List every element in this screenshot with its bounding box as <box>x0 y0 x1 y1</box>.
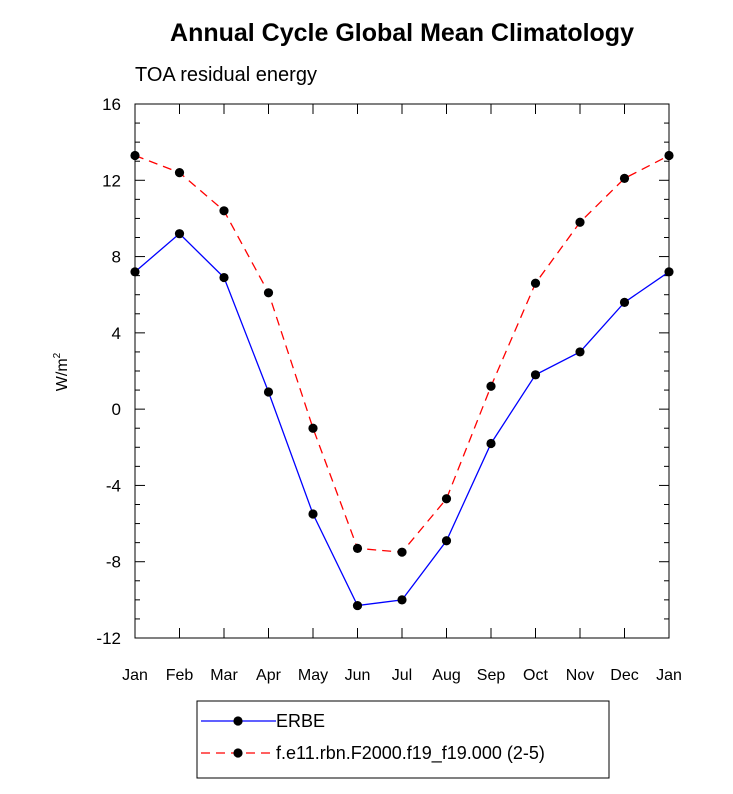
chart-title: Annual Cycle Global Mean Climatology <box>170 19 634 47</box>
x-tick-label: Jul <box>392 667 412 684</box>
legend: ERBE f.e11.rbn.F2000.f19_f19.000 (2-5) <box>196 700 610 779</box>
y-tick-label: 16 <box>102 95 121 114</box>
y-tick-label: 12 <box>102 171 121 190</box>
data-point-series-1 <box>441 494 452 504</box>
chart-subtitle: TOA residual energy <box>135 64 317 86</box>
data-point-series-1 <box>219 206 229 216</box>
plot-marks <box>130 150 674 611</box>
x-tick-label: Feb <box>166 667 194 684</box>
data-point-series-0 <box>575 347 585 357</box>
data-point-series-1 <box>308 423 318 433</box>
x-tick-label: Jan <box>656 667 682 684</box>
legend-box <box>196 700 610 779</box>
plot-frame <box>134 103 670 639</box>
y-tick-label: -4 <box>106 476 121 495</box>
data-point-series-0 <box>263 387 274 397</box>
x-tick-label: Mar <box>210 667 238 684</box>
y-tick-label: -8 <box>106 553 121 572</box>
data-point-series-1 <box>530 278 541 288</box>
data-point-series-0 <box>486 438 496 449</box>
data-point-series-1 <box>352 543 363 553</box>
x-tick-label: Apr <box>256 667 282 684</box>
data-point-series-0 <box>441 536 452 546</box>
x-tick-label: May <box>298 667 328 684</box>
data-point-series-0 <box>619 297 630 307</box>
data-point-series-0 <box>219 272 229 283</box>
data-point-series-1 <box>619 173 630 183</box>
x-tick-label: Jan <box>122 667 148 684</box>
data-point-series-1 <box>263 288 274 298</box>
data-point-series-1 <box>575 217 585 227</box>
y-tick-label: 4 <box>112 324 121 343</box>
data-point-series-0 <box>397 595 407 605</box>
y-tick-label: 8 <box>112 248 121 267</box>
axis-ticks: -12 -8 -4 0 4 8 12 16 Jan Feb Mar Apr May Jun Jul Aug Se… <box>96 95 681 684</box>
x-tick-label: Nov <box>566 667 594 684</box>
data-point-series-1 <box>397 547 407 557</box>
x-tick-label: Sep <box>477 667 506 684</box>
legend-marker-model <box>233 748 243 758</box>
y-tick-label: 0 <box>112 400 121 419</box>
series-line-1 <box>134 154 670 553</box>
x-tick-label: Oct <box>523 667 548 684</box>
legend-marker-erbe <box>233 716 243 726</box>
y-axis-label-text: W/m <box>54 358 71 391</box>
y-tick-label: -12 <box>96 629 121 648</box>
data-point-series-0 <box>530 370 541 380</box>
x-tick-label: Aug <box>432 667 460 684</box>
x-tick-label: Jun <box>345 667 371 684</box>
data-point-series-0 <box>352 600 363 611</box>
y-axis-label: W/m2 <box>52 352 71 391</box>
data-point-series-1 <box>174 168 185 178</box>
y-axis-label-superscript: 2 <box>52 352 63 358</box>
x-tick-label: Dec <box>610 667 638 684</box>
legend-label-model: f.e11.rbn.F2000.f19_f19.000 (2-5) <box>276 743 545 764</box>
data-point-series-0 <box>174 229 185 239</box>
data-point-series-0 <box>308 509 318 519</box>
data-point-series-1 <box>486 381 496 391</box>
legend-label-erbe: ERBE <box>276 711 325 731</box>
